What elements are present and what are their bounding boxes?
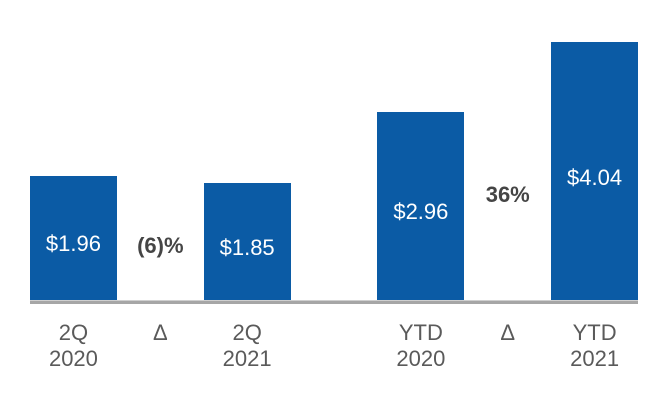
delta-change-label: (6)%	[137, 233, 184, 259]
tick-line: YTD	[572, 320, 617, 345]
chart-column-3	[291, 0, 378, 301]
bar-value-label: $1.85	[219, 234, 275, 260]
x-axis-tick-label: Δ	[117, 304, 204, 372]
x-axis-tick-label: YTD 2020	[377, 304, 464, 372]
tick-line: Δ	[500, 320, 516, 345]
bar-ytd-2020: $2.96	[377, 111, 465, 301]
bar-value-label: $1.96	[45, 231, 101, 257]
tick-line: 2020	[48, 346, 98, 371]
x-axis-line	[30, 300, 638, 304]
tick-line: 2020	[396, 346, 446, 371]
plot-area: $1.96 (6)% $1.85 $2.96 36% $4.04	[30, 0, 639, 301]
chart-column-2: $1.85	[203, 0, 291, 301]
chart-column-4: $2.96	[377, 0, 465, 301]
chart-column-0: $1.96	[30, 0, 117, 301]
tick-line: 2021	[570, 346, 620, 371]
tick-line: 2021	[222, 346, 272, 371]
x-axis-tick-spacer	[291, 304, 378, 372]
tick-line: Δ	[152, 320, 168, 345]
bar-2q-2020: $1.96	[30, 175, 117, 301]
x-axis-tick-label: 2Q 2021	[204, 304, 291, 372]
delta-change-label: 36%	[485, 182, 530, 207]
chart-column-6: $4.04	[551, 0, 639, 301]
chart-column-1: (6)%	[117, 0, 204, 301]
x-axis-tick-label: Δ	[464, 304, 551, 372]
x-axis-tick-label: YTD 2021	[551, 304, 638, 372]
bar-value-label: $4.04	[567, 164, 623, 190]
bar-value-label: $2.96	[393, 199, 449, 225]
bar-ytd-2021: $4.04	[551, 42, 639, 301]
tick-line: 2Q	[232, 320, 262, 345]
chart-column-5: 36%	[464, 0, 551, 301]
tick-line: 2Q	[58, 320, 89, 345]
x-axis-tick-label: 2Q 2020	[30, 304, 117, 372]
tick-line: YTD	[398, 320, 443, 345]
x-axis-labels: 2Q 2020 Δ 2Q 2021 YTD 2020 Δ YTD 2021	[30, 304, 638, 372]
bar-2q-2021: $1.85	[203, 182, 291, 301]
